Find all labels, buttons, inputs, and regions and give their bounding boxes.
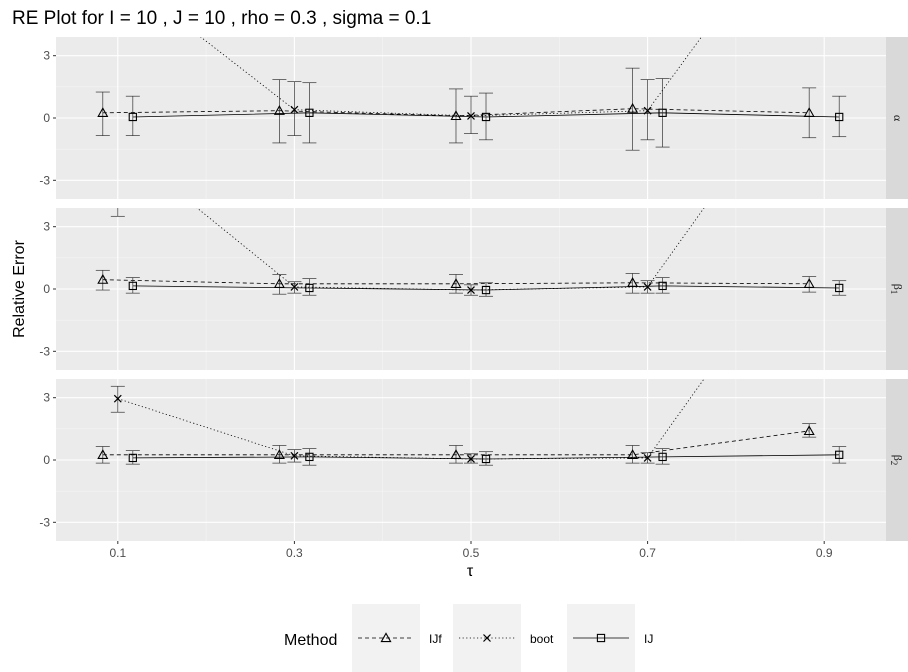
data-point <box>273 449 285 459</box>
y-tick-label: 3 <box>43 49 50 63</box>
data-point <box>128 281 137 291</box>
data-point <box>658 108 667 117</box>
data-point <box>128 112 137 122</box>
y-tick-label: -3 <box>39 515 50 529</box>
facet-strip <box>886 379 908 541</box>
x-axis-title: τ <box>467 563 474 580</box>
data-point <box>290 105 299 114</box>
data-point <box>627 102 639 113</box>
data-point <box>835 450 844 459</box>
x-tick-label: 0.3 <box>286 546 303 560</box>
facet-strip <box>886 37 908 199</box>
panel-data <box>95 379 847 466</box>
data-point <box>658 452 667 462</box>
facet-panel-2: -3 0 3 β1 <box>39 208 908 370</box>
legend: Method IJf boot IJ <box>284 604 653 672</box>
strip-symbol: β <box>891 284 905 290</box>
y-tick-label: -3 <box>39 344 50 358</box>
data-point <box>97 273 109 284</box>
y-tick-label: 3 <box>43 220 50 234</box>
data-point <box>113 394 122 403</box>
point-cross-stroke <box>290 105 299 114</box>
legend-label: IJ <box>644 632 653 646</box>
data-point <box>627 449 639 459</box>
data-point <box>97 449 109 459</box>
series-boot <box>200 37 702 141</box>
data-point <box>643 282 652 291</box>
legend-key-symbol <box>380 632 392 643</box>
series-ij <box>125 78 847 148</box>
series-boot <box>110 379 705 464</box>
series-ijf <box>95 423 817 464</box>
data-point <box>273 105 285 115</box>
point-cross-stroke <box>483 634 491 642</box>
data-point <box>643 453 652 462</box>
point-cross-stroke <box>643 282 652 291</box>
x-axis: 0.1 0.3 0.5 0.7 0.9 <box>109 541 833 560</box>
data-point <box>305 108 314 117</box>
strip-symbol: α <box>891 115 905 122</box>
facet-panel-1: -3 0 3 α <box>39 37 908 199</box>
series-ij <box>125 277 847 297</box>
x-tick-label: 0.9 <box>816 546 833 560</box>
y-tick-label: 0 <box>43 111 50 125</box>
data-point <box>450 278 462 288</box>
facet-strip-label: α <box>891 115 905 122</box>
chart-title: RE Plot for I = 10 , J = 10 , rho = 0.3 … <box>12 8 431 29</box>
legend-title: Method <box>284 632 337 649</box>
point-cross-stroke <box>290 282 299 291</box>
legend-entry-ij: IJ <box>567 604 653 672</box>
data-point <box>658 281 667 291</box>
y-tick-label: 0 <box>43 453 50 467</box>
legend-key-symbol <box>596 633 606 643</box>
y-tick-label: 0 <box>43 282 50 296</box>
data-point <box>305 283 314 293</box>
data-point <box>290 282 299 291</box>
legend-entry-boot: boot <box>453 604 554 672</box>
facet-panel-3: -3 0 3 β2 <box>39 379 908 541</box>
legend-label: IJf <box>429 632 442 646</box>
legend-label: boot <box>530 632 554 646</box>
data-point <box>481 112 491 122</box>
y-axis-title: Relative Error <box>11 239 28 337</box>
series-ij <box>125 446 847 466</box>
x-tick-label: 0.1 <box>109 546 126 560</box>
y-tick-label: -3 <box>39 173 50 187</box>
data-point <box>290 451 299 460</box>
data-point <box>803 425 815 436</box>
data-point <box>97 107 109 117</box>
panel-data <box>95 208 847 297</box>
legend-entry-ijf: IJf <box>352 604 442 672</box>
data-point <box>835 283 844 293</box>
y-tick-label: 3 <box>43 391 50 405</box>
legend-key-symbol <box>483 634 491 642</box>
data-point <box>481 454 491 464</box>
point-cross-stroke <box>467 111 475 120</box>
data-point <box>467 111 475 120</box>
panel-data <box>95 37 847 151</box>
facet-strip-label: β1 <box>889 284 905 295</box>
data-point <box>128 453 137 463</box>
point-cross-stroke <box>290 451 299 460</box>
strip-symbol: β <box>891 455 905 461</box>
data-point <box>835 112 844 122</box>
strip-subscript: 2 <box>889 461 899 466</box>
facet-strip <box>886 208 908 370</box>
data-point <box>450 110 462 121</box>
facet-strip-label: β2 <box>889 455 905 466</box>
data-point <box>305 452 314 462</box>
strip-subscript: 1 <box>889 290 899 295</box>
data-point <box>481 285 491 295</box>
x-tick-label: 0.5 <box>463 546 480 560</box>
point-cross-stroke <box>113 394 122 403</box>
point-cross-stroke <box>643 453 652 462</box>
x-tick-label: 0.7 <box>639 546 656 560</box>
